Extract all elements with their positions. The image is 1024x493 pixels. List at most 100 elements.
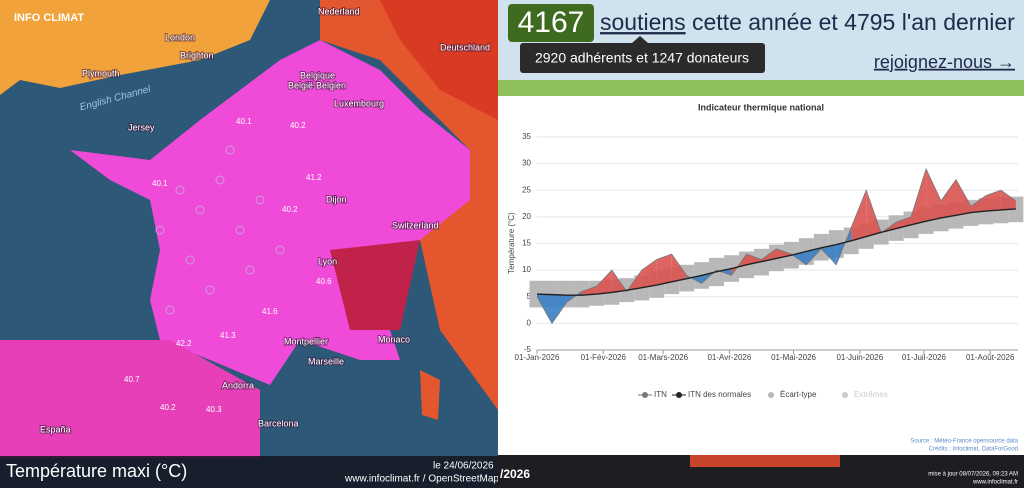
strip-map bbox=[498, 80, 1024, 96]
count-badge bbox=[508, 4, 594, 42]
y-tick-label: 0 bbox=[527, 318, 532, 327]
chart: Indicateur thermique national Températur… bbox=[498, 96, 1024, 455]
tooltip-arrow bbox=[632, 36, 648, 43]
footer-map bbox=[690, 455, 840, 467]
land-alps bbox=[330, 240, 420, 330]
place: Luxembourg bbox=[334, 98, 384, 108]
y-tick-label: 10 bbox=[522, 265, 531, 274]
anomaly-area bbox=[851, 190, 867, 241]
series-line bbox=[536, 167, 1017, 325]
anomaly-area bbox=[776, 248, 792, 259]
place: Barcelona bbox=[258, 418, 299, 428]
anomaly-area bbox=[956, 179, 971, 216]
anomaly-area bbox=[1000, 190, 1016, 210]
legend-label: Écart-type bbox=[780, 390, 817, 399]
land-east-hot bbox=[380, 0, 498, 120]
reading: 40.1 bbox=[152, 179, 168, 188]
reading: 42.2 bbox=[176, 339, 192, 348]
place: Nederland bbox=[318, 6, 360, 16]
place: Switzerland bbox=[392, 220, 439, 230]
site: www.infoclimat.fr bbox=[972, 480, 1018, 486]
reading: 41.6 bbox=[262, 307, 278, 316]
anomaly-area bbox=[596, 270, 612, 295]
land-uk bbox=[0, 0, 270, 95]
y-axis-label: Température (°C) bbox=[507, 212, 516, 274]
legend-label: ITN des normales bbox=[688, 390, 751, 399]
x-tick-label: 01-Mai-2026 bbox=[771, 353, 816, 362]
logo: INFO CLIMAT bbox=[14, 12, 84, 24]
x-tick-label: 01-Juin-2026 bbox=[836, 353, 883, 362]
legend-label: ITN bbox=[654, 390, 667, 399]
support-text: cette année et 4795 l'an dernier bbox=[692, 9, 1015, 35]
y-tick-label: 15 bbox=[522, 239, 531, 248]
land-east bbox=[320, 0, 498, 410]
x-tick-label: 01-Avr-2026 bbox=[707, 353, 751, 362]
join-link[interactable]: rejoignez-nous → bbox=[874, 52, 1015, 72]
anomaly-area bbox=[911, 168, 927, 225]
updated: mise à jour 08/07/2026, 09:23 AM bbox=[928, 472, 1018, 478]
legend-marker bbox=[676, 392, 682, 398]
anomaly-area bbox=[641, 259, 657, 288]
place: Andorra bbox=[222, 380, 254, 390]
land-corsica bbox=[420, 370, 440, 420]
legend-label: Extrêmes bbox=[854, 390, 888, 399]
y-tick-label: -5 bbox=[524, 345, 532, 354]
anomaly-area bbox=[941, 179, 957, 218]
x-tick-label: 01-Août-2026 bbox=[966, 353, 1015, 362]
tooltip-text: 2920 adhérents et 1247 donateurs bbox=[535, 50, 749, 66]
map: INFO CLIMAT Nederland London Brighton Pl… bbox=[0, 0, 499, 488]
anomaly-area bbox=[821, 244, 837, 265]
map-date: le 24/06/2026 bbox=[433, 461, 494, 472]
y-tick-label: 25 bbox=[522, 185, 531, 194]
place: España bbox=[40, 424, 71, 434]
place: België-Belgien bbox=[288, 80, 346, 90]
reading: 41.2 bbox=[306, 173, 322, 182]
anomaly-area bbox=[671, 254, 687, 282]
place: Montpellier bbox=[284, 336, 328, 346]
place: Brighton bbox=[180, 50, 214, 60]
anomaly-area bbox=[926, 168, 942, 222]
legend-marker bbox=[768, 392, 774, 398]
count: 4167 bbox=[518, 6, 585, 39]
map-credit: www.infoclimat.fr / OpenStreetMap bbox=[344, 474, 499, 485]
reading: 40.7 bbox=[124, 375, 140, 384]
chart-title: Indicateur thermique national bbox=[698, 102, 824, 112]
place: Lyon bbox=[318, 256, 337, 266]
map-title: Température maxi (°C) bbox=[6, 461, 187, 481]
place: Belgique bbox=[300, 70, 335, 80]
reading: 40.6 bbox=[316, 277, 332, 286]
place: Plymouth bbox=[82, 68, 120, 78]
y-tick-label: 30 bbox=[522, 159, 531, 168]
anomaly-area bbox=[551, 294, 567, 324]
support-link[interactable]: soutiens bbox=[600, 9, 686, 35]
partial-date: /2026 bbox=[500, 467, 530, 481]
x-tick-label: 01-Fév-2026 bbox=[581, 353, 627, 362]
legend-marker bbox=[642, 392, 648, 398]
x-tick-label: 01-Mars-2026 bbox=[638, 353, 688, 362]
footer: /2026 mise à jour 08/07/2026, 09:23 AM w… bbox=[498, 455, 1024, 488]
place: Monaco bbox=[378, 334, 410, 344]
anomaly-area bbox=[581, 286, 597, 296]
reading: 41.3 bbox=[220, 331, 236, 340]
x-tick-label: 01-Juil-2026 bbox=[902, 353, 947, 362]
reading: 40.3 bbox=[206, 405, 222, 414]
place: London bbox=[165, 32, 195, 42]
source: Source : Météo-France opensource data bbox=[910, 439, 1018, 445]
y-tick-label: 5 bbox=[527, 292, 532, 301]
map-footer bbox=[0, 456, 498, 488]
y-tick-label: 20 bbox=[522, 212, 531, 221]
banner: 4167 soutiens cette année et 4795 l'an d… bbox=[498, 0, 1024, 96]
chart-bg bbox=[498, 96, 1024, 455]
series-line bbox=[536, 208, 1016, 296]
anomaly-area bbox=[656, 254, 672, 286]
place: Dijon bbox=[326, 194, 347, 204]
place: Deutschland bbox=[440, 42, 490, 52]
reading: 40.2 bbox=[282, 205, 298, 214]
reading: 40.2 bbox=[290, 121, 306, 130]
x-tick-label: 01-Jan-2026 bbox=[515, 353, 560, 362]
tooltip bbox=[520, 43, 765, 73]
anomaly-area bbox=[761, 248, 777, 262]
stations bbox=[155, 145, 285, 315]
